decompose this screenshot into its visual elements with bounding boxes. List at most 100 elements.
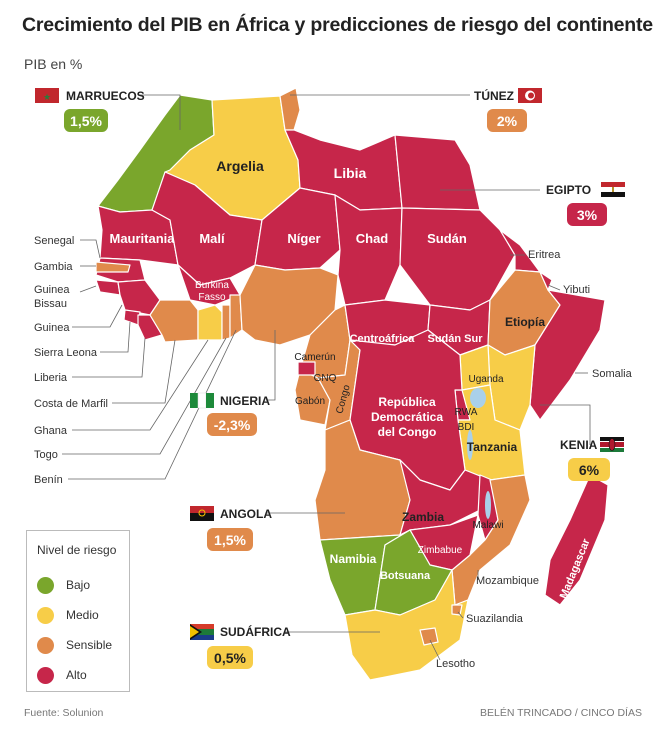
region-lesotho — [419, 627, 439, 646]
region-madagascar — [544, 474, 609, 606]
badge-angola — [207, 528, 253, 551]
label-rdc-2: Democrática — [371, 410, 443, 424]
label-sudan: Sudán — [427, 231, 467, 246]
side-eritrea: Eritrea — [528, 249, 561, 261]
side-suazilandia: Suazilandia — [466, 613, 524, 625]
side-ghana: Ghana — [34, 425, 68, 437]
legend-label-alto: Alto — [66, 668, 87, 682]
leader-benin — [68, 329, 237, 480]
leader-liberia — [72, 337, 146, 378]
label-etiopia: Etiopía — [505, 315, 545, 329]
lake-tanganyika — [467, 430, 473, 460]
callout-angola-name: ANGOLA — [220, 507, 272, 521]
leader-togo — [62, 337, 227, 455]
leader-ghana — [72, 339, 209, 431]
region-guinea-bissau — [95, 279, 121, 296]
label-namibia: Namibia — [330, 552, 377, 566]
label-malawi: Malawi — [472, 520, 503, 531]
leader-suazilandia — [457, 611, 464, 619]
callout-marruecos-name: MARRUECOS — [66, 89, 145, 103]
region-togo — [221, 304, 231, 341]
chart-title: Crecimiento del PIB en África y predicci… — [22, 14, 653, 36]
side-benin: Benín — [34, 474, 63, 486]
label-uganda: Uganda — [468, 374, 503, 385]
side-togo: Togo — [34, 449, 58, 461]
callout-sudafrica-name: SUDÁFRICA — [220, 624, 291, 639]
flag-nigeria — [190, 392, 214, 409]
chart-subtitle: PIB en % — [24, 56, 83, 72]
legend-title: Nivel de riesgo — [37, 543, 117, 557]
badge-kenia — [568, 458, 610, 481]
label-chad: Chad — [356, 231, 389, 246]
badge-tunez — [487, 109, 527, 132]
label-niger: Níger — [287, 231, 320, 246]
lake-malawi — [485, 491, 491, 519]
source-note: Fuente: Solunion — [24, 707, 104, 719]
legend-label-bajo: Bajo — [66, 578, 91, 592]
label-rdc-3: del Congo — [378, 425, 437, 439]
leader-sierra-leona — [100, 321, 131, 353]
label-camerun: Camerún — [294, 352, 335, 363]
label-centroafrica: Centroáfrica — [350, 333, 416, 345]
badge-egipto — [567, 203, 607, 226]
lake-victoria — [470, 388, 486, 408]
callout-nigeria-name: NIGERIA — [220, 394, 270, 408]
region-ghana — [197, 304, 223, 341]
label-tanzania: Tanzania — [467, 440, 518, 454]
leader-guinea-bissau — [79, 285, 97, 293]
side-guinea-bissau-1: Guinea — [34, 284, 70, 296]
region-suazilandia — [451, 604, 463, 616]
legend-item-sensible: Sensible — [37, 635, 112, 655]
legend-item-alto: Alto — [37, 665, 87, 685]
region-sudafrica — [344, 569, 469, 681]
region-somalia — [529, 289, 606, 421]
callout-marruecos-value: 1,5% — [70, 113, 102, 129]
legend-swatch-alto — [37, 666, 54, 684]
label-gabon: Gabón — [295, 396, 325, 407]
flag-sudafrica — [190, 624, 214, 640]
callout-kenia-name: KENIA — [560, 438, 598, 452]
callout-egipto-name: EGIPTO — [546, 183, 591, 197]
leader-kenia — [540, 404, 591, 445]
label-bdi: BDI — [458, 422, 475, 433]
label-sudan-sur: Sudán Sur — [427, 333, 483, 345]
label-zambia: Zambia — [402, 510, 444, 524]
flag-marruecos: ★ — [35, 88, 59, 103]
callout-tunez-name: TÚNEZ — [474, 88, 514, 103]
side-lesotho: Lesotho — [436, 658, 475, 670]
region-egipto — [394, 134, 481, 211]
callout-tunez-value: 2% — [497, 113, 518, 129]
side-guinea-bissau-2: Bissau — [34, 298, 67, 310]
leader-costa-marfil — [112, 339, 176, 404]
flag-egipto — [601, 182, 625, 197]
side-somalia: Somalia — [592, 368, 633, 380]
side-liberia: Liberia — [34, 372, 68, 384]
callout-egipto-value: 3% — [577, 207, 598, 223]
side-yibuti: Yibuti — [563, 284, 590, 296]
side-gambia: Gambia — [34, 261, 73, 273]
callout-kenia-value: 6% — [579, 462, 600, 478]
flag-tunez — [518, 88, 542, 103]
region-tunez — [279, 87, 301, 131]
label-argelia: Argelia — [216, 158, 264, 174]
legend-swatch-bajo — [37, 576, 54, 594]
badge-sudafrica — [207, 646, 253, 669]
credit-note: BELÉN TRINCADO / CINCO DÍAS — [479, 707, 642, 719]
flag-angola — [190, 506, 214, 521]
leader-marruecos — [140, 94, 181, 130]
label-mauritania: Mauritania — [109, 231, 175, 246]
flag-kenia — [600, 437, 624, 452]
region-liberia — [137, 314, 163, 341]
side-mozambique: Mozambique — [476, 575, 539, 587]
label-rwa: RWA — [455, 407, 478, 418]
label-zimbabue: Zimbabue — [418, 545, 463, 556]
leader-nigeria — [266, 330, 276, 401]
badge-marruecos — [64, 109, 108, 132]
region-gnq — [297, 361, 316, 376]
label-rdc-1: República — [378, 395, 436, 409]
legend-swatch-medio — [37, 606, 54, 624]
label-burkina-2: Fasso — [198, 292, 226, 303]
side-guinea: Guinea — [34, 322, 70, 334]
label-libia: Libia — [334, 165, 367, 181]
region-chad — [334, 194, 403, 306]
